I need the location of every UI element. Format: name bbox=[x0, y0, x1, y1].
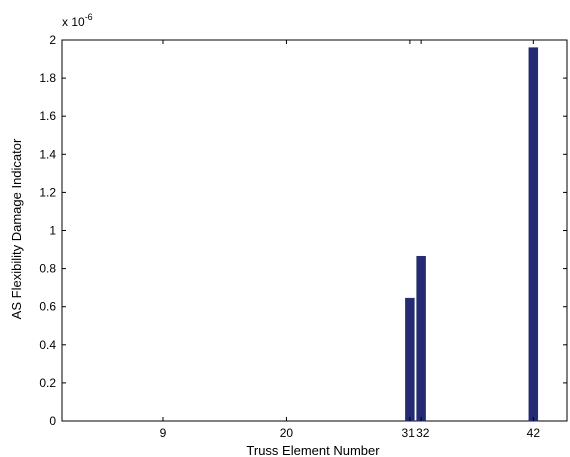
x-tick-label-20: 20 bbox=[280, 426, 294, 440]
x-tick-label-32: 32 bbox=[416, 426, 430, 440]
y-tick-label-5: 1 bbox=[49, 224, 56, 238]
y-axis-multiplier: x 10-6 bbox=[62, 12, 93, 29]
bars-group bbox=[405, 47, 539, 422]
plot-area-border bbox=[61, 39, 568, 422]
y-tick-label-6: 1.2 bbox=[39, 185, 56, 199]
y-tick-label-3: 0.6 bbox=[39, 300, 56, 314]
x-axis-label: Truss Element Number bbox=[246, 443, 380, 457]
y-axis-label: AS Flexibility Damage Indicator bbox=[9, 138, 24, 319]
y-tick-label-2: 0.4 bbox=[39, 338, 56, 352]
y-tick-label-4: 0.8 bbox=[39, 262, 56, 276]
bar-element-42 bbox=[528, 47, 539, 422]
y-tick-label-1: 0.2 bbox=[39, 376, 56, 390]
y-tick-label-8: 1.6 bbox=[39, 109, 56, 123]
plot-frame bbox=[61, 39, 568, 422]
y-tick-label-7: 1.4 bbox=[39, 147, 56, 161]
x-tick-label-9: 9 bbox=[160, 426, 167, 440]
x-tick-label-31: 31 bbox=[402, 426, 416, 440]
y-tick-labels: 0 0.2 0.4 0.6 0.8 1 1.2 1.4 1.6 1.8 2 bbox=[39, 33, 56, 428]
bar-element-31 bbox=[405, 297, 415, 422]
y-tick-label-0: 0 bbox=[49, 414, 56, 428]
x-tick-labels: 9 20 31 32 42 bbox=[160, 426, 541, 440]
ticks-group bbox=[62, 39, 567, 422]
bar-element-32 bbox=[416, 255, 426, 422]
y-tick-label-10: 2 bbox=[49, 33, 56, 47]
x-tick-label-42: 42 bbox=[527, 426, 541, 440]
y-tick-label-9: 1.8 bbox=[39, 71, 56, 85]
